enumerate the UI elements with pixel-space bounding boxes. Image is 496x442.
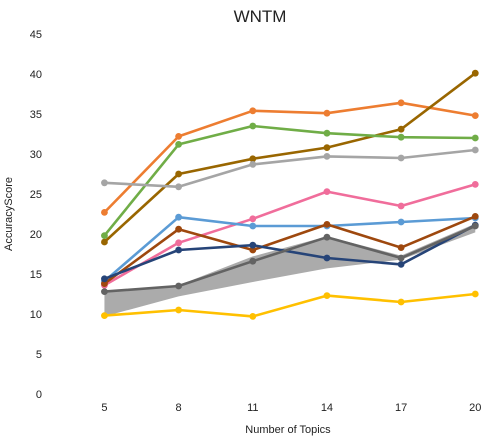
y-axis-ticks: 0 5 10 15 20 25 30 35 40 45 [30, 29, 42, 401]
x-tick-label: 11 [247, 402, 258, 414]
data-point [249, 246, 257, 254]
data-point [397, 154, 405, 162]
data-point [249, 107, 257, 115]
x-axis-label: Number of Topics [245, 424, 331, 436]
y-tick-label: 40 [30, 69, 42, 81]
series-4 [101, 146, 479, 191]
data-point [323, 188, 331, 196]
y-tick-label: 0 [36, 389, 42, 401]
band-layer [104, 223, 476, 317]
data-point [249, 122, 257, 130]
series-line [103, 215, 476, 285]
data-point [175, 133, 183, 140]
data-point [397, 99, 405, 107]
data-point [323, 292, 331, 299]
data-point [397, 298, 405, 306]
series-1 [101, 99, 479, 216]
data-point [175, 141, 183, 148]
data-point [397, 202, 405, 210]
data-point [101, 275, 108, 283]
data-point [101, 280, 108, 287]
data-point [249, 241, 257, 249]
data-point [323, 233, 331, 241]
data-point [249, 313, 257, 320]
data-point [249, 257, 257, 265]
data-point [175, 213, 183, 221]
data-point [471, 112, 479, 119]
data-point [471, 69, 479, 77]
data-point [249, 161, 257, 168]
data-point [323, 144, 331, 152]
data-point [101, 288, 108, 295]
y-tick-label: 25 [30, 189, 42, 201]
data-point [175, 246, 183, 254]
x-axis-ticks: 5 8 11 14 17 20 [101, 402, 481, 414]
y-tick-label: 10 [30, 309, 42, 321]
data-point [101, 312, 108, 319]
y-tick-label: 30 [30, 149, 42, 161]
x-tick-label: 20 [469, 402, 481, 414]
series-line [103, 72, 477, 243]
series-5 [101, 181, 479, 289]
data-point [101, 232, 108, 240]
series-9 [101, 222, 479, 295]
series-line [104, 292, 476, 318]
data-point [249, 155, 257, 163]
data-point [397, 244, 405, 252]
data-point [175, 282, 183, 290]
y-tick-label: 5 [36, 349, 42, 361]
data-point [101, 238, 108, 246]
data-point [397, 133, 405, 141]
series-line [103, 124, 476, 237]
data-point [175, 170, 183, 178]
data-point [471, 213, 479, 220]
data-point [101, 209, 108, 216]
data-point [323, 129, 331, 137]
data-point [323, 153, 331, 160]
series-line [103, 224, 476, 281]
data-point [249, 222, 257, 230]
data-point [471, 181, 479, 188]
y-tick-label: 20 [30, 229, 42, 241]
data-point [471, 290, 479, 298]
range-band [104, 223, 476, 317]
data-point [323, 221, 331, 228]
data-point [175, 225, 183, 233]
data-point [101, 179, 108, 187]
data-point [397, 218, 405, 226]
x-tick-label: 8 [176, 402, 182, 414]
series-line [103, 183, 476, 287]
y-axis-label: AccuracyScore [3, 177, 15, 251]
series-line [104, 148, 476, 189]
x-tick-label: 5 [101, 402, 107, 414]
x-tick-label: 14 [321, 402, 333, 414]
data-point [175, 306, 183, 314]
y-tick-label: 45 [30, 29, 42, 41]
data-point [323, 254, 331, 262]
data-point [175, 183, 183, 191]
data-point [323, 109, 331, 117]
series-10 [101, 290, 479, 320]
data-point [249, 215, 257, 223]
series-3 [101, 122, 479, 240]
x-tick-label: 17 [395, 402, 407, 414]
data-point [471, 146, 479, 154]
data-point [471, 134, 479, 142]
data-point [397, 254, 405, 262]
chart-title: WNTM [234, 7, 287, 26]
y-tick-label: 35 [30, 109, 42, 121]
series-layer [101, 69, 479, 320]
y-tick-label: 15 [30, 269, 42, 281]
series-line [103, 215, 476, 283]
series-line [104, 224, 476, 293]
data-point [471, 222, 479, 230]
data-point [397, 261, 405, 268]
series-line [103, 101, 476, 214]
data-point [397, 125, 405, 133]
series-7 [101, 213, 479, 287]
data-point [175, 239, 183, 247]
